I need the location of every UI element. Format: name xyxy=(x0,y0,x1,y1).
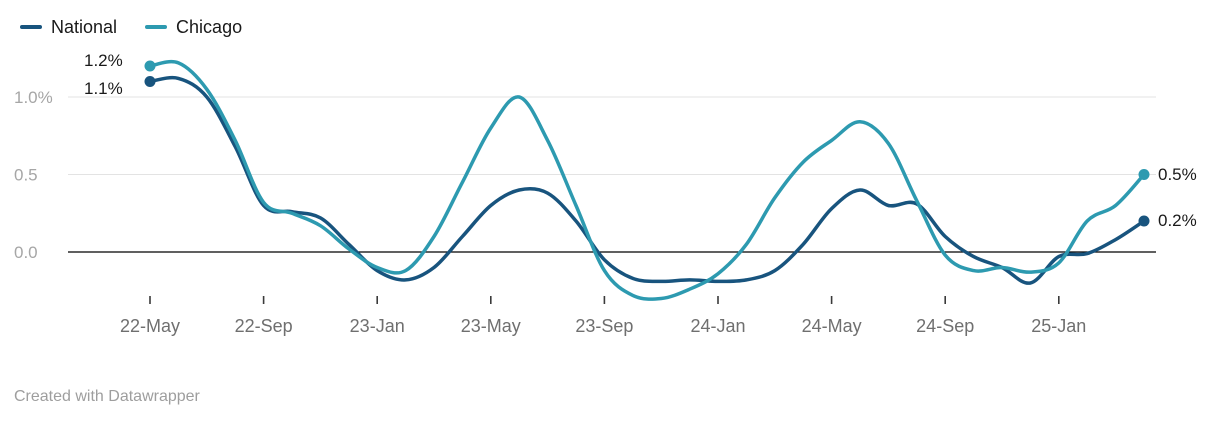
series-end-dot-national xyxy=(1138,215,1150,227)
end-value-label-chicago: 0.5% xyxy=(1158,165,1197,184)
start-value-label-national: 1.1% xyxy=(84,79,123,98)
series-line-national xyxy=(148,75,1146,285)
datawrapper-attribution: Created with Datawrapper xyxy=(14,388,200,405)
series-start-dot-chicago xyxy=(144,60,156,72)
x-axis-label: 24-Sep xyxy=(916,316,974,336)
x-axis-label: 25-Jan xyxy=(1031,316,1086,336)
start-value-label-chicago: 1.2% xyxy=(84,51,123,70)
series-line-chicago xyxy=(148,59,1146,301)
legend-swatch-chicago xyxy=(145,25,168,29)
end-value-label-national: 0.2% xyxy=(1158,211,1197,230)
legend-item-chicago: Chicago xyxy=(145,18,242,36)
series-start-dot-national xyxy=(144,76,156,87)
y-axis-label: 0.0 xyxy=(14,243,38,262)
legend-item-national: National xyxy=(20,18,117,36)
legend: National Chicago xyxy=(20,18,242,36)
x-axis-label: 24-May xyxy=(802,316,862,336)
x-axis-label: 22-May xyxy=(120,316,180,336)
legend-label-national: National xyxy=(51,17,118,37)
y-axis-label: 1.0% xyxy=(14,88,53,107)
legend-swatch-national xyxy=(20,25,42,29)
x-axis-label: 23-May xyxy=(461,316,521,336)
series-end-dot-chicago xyxy=(1138,169,1150,180)
y-axis-label: 0.5 xyxy=(14,166,38,185)
x-axis-label: 23-Sep xyxy=(575,316,633,336)
legend-label-chicago: Chicago xyxy=(176,17,243,37)
x-axis-label: 23-Jan xyxy=(350,316,405,336)
x-axis-label: 24-Jan xyxy=(690,316,745,336)
x-axis-label: 22-Sep xyxy=(235,316,293,336)
